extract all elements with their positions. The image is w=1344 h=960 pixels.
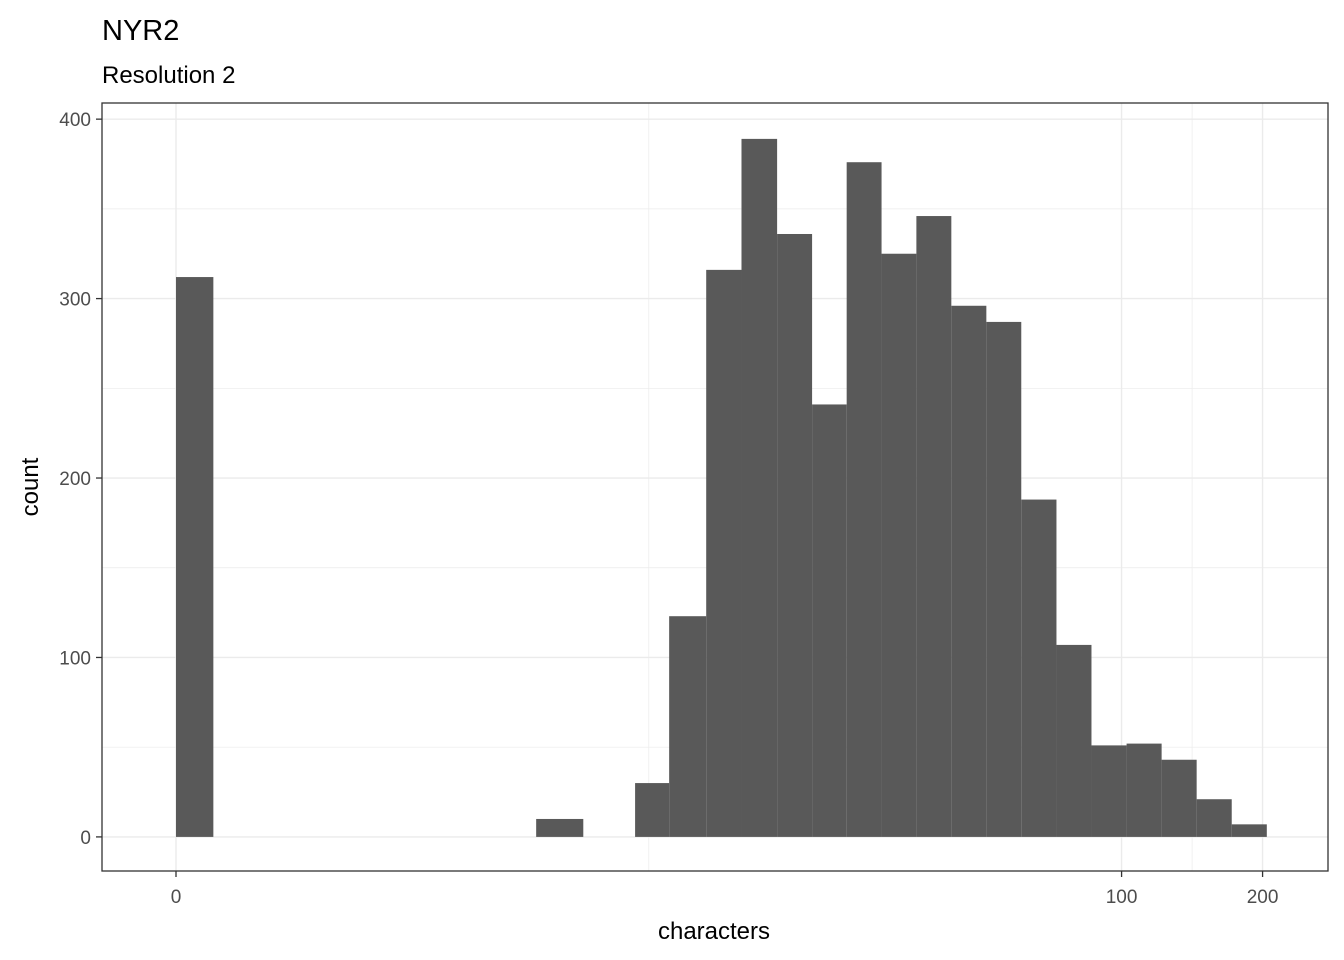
histogram-bar — [1126, 743, 1162, 837]
x-axis: 0 100 200 — [171, 871, 1279, 908]
y-tick-label: 0 — [80, 828, 91, 849]
histogram-bar — [536, 818, 584, 837]
histogram-bar — [777, 233, 813, 837]
x-tick-label: 100 — [1106, 887, 1138, 908]
y-tick-label: 200 — [59, 469, 91, 490]
histogram-bar — [176, 277, 214, 837]
chart-title: NYR2 — [102, 15, 179, 47]
y-axis: 0 100 200 300 400 — [59, 110, 102, 849]
histogram-bar — [916, 216, 952, 837]
histogram-bar — [1056, 644, 1092, 837]
y-tick-label: 400 — [59, 110, 91, 131]
histogram-bar — [1021, 499, 1057, 837]
histogram-bar — [812, 404, 847, 837]
histogram-bar — [1196, 799, 1232, 837]
histogram-bar — [951, 305, 987, 837]
y-tick-label: 100 — [59, 648, 91, 669]
histogram-bar — [881, 253, 917, 837]
chart-subtitle: Resolution 2 — [102, 62, 235, 89]
histogram-bar — [635, 783, 670, 837]
panel-border — [101, 102, 1329, 872]
x-tick-label: 200 — [1247, 887, 1279, 908]
histogram-bar — [741, 138, 778, 837]
histogram-bar — [1091, 745, 1127, 837]
y-axis-title: count — [17, 457, 44, 516]
x-axis-title: characters — [658, 918, 770, 945]
x-tick-label: 0 — [171, 887, 182, 908]
y-tick-label: 300 — [59, 290, 91, 311]
histogram-bar — [1231, 824, 1267, 837]
histogram-bar — [669, 616, 707, 837]
histogram-bar — [986, 321, 1022, 837]
histogram-bar — [706, 269, 742, 837]
histogram-bars — [176, 138, 1267, 837]
histogram-bar — [846, 162, 882, 837]
histogram-bar — [1161, 759, 1197, 837]
